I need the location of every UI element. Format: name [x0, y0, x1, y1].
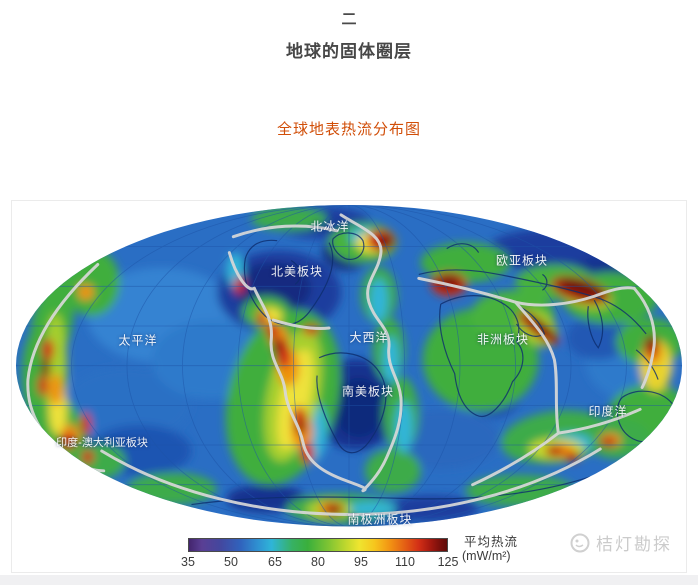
- colorbar-tick-95: 95: [354, 555, 368, 569]
- graticule: [15, 204, 683, 527]
- map-label-african-plate: 非洲板块: [476, 332, 530, 347]
- section-number: 二: [341, 11, 357, 28]
- colorbar-unit: (mW/m²): [462, 549, 511, 563]
- map-label-antarctic-plate: 南极洲板块: [347, 512, 413, 527]
- map-label-atlantic-ocean: 大西洋: [349, 330, 389, 345]
- colorbar-tick-50: 50: [224, 555, 238, 569]
- map-label-indo-australian-plate: 印度-澳大利亚板块: [56, 437, 148, 449]
- map-label-north-american-plate: 北美板块: [270, 264, 324, 279]
- heat-flow-colorbar: [188, 538, 448, 552]
- colorbar-tick-110: 110: [395, 555, 415, 569]
- map-label-pacific-ocean: 太平洋: [118, 333, 158, 348]
- world-heat-flow-map: [15, 204, 683, 527]
- watermark-text: 桔灯勘探: [596, 535, 672, 554]
- watermark: 桔灯勘探: [566, 530, 672, 555]
- figure-title: 全球地表热流分布图: [276, 121, 421, 138]
- colorbar-tick-65: 65: [268, 555, 282, 569]
- heat-flow-map-figure[interactable]: 北冰洋 北美板块 欧亚板块 太平洋 大西洋 非洲板块 南美板块 印度洋 印度-澳…: [11, 200, 687, 573]
- colorbar-title: 平均热流: [464, 535, 519, 549]
- section-title: 地球的固体圈层: [286, 42, 412, 61]
- heat-flow-field: [21, 206, 683, 524]
- map-label-eurasian-plate: 欧亚板块: [495, 253, 549, 268]
- map-label-indian-ocean: 印度洋: [588, 404, 628, 419]
- colorbar-tick-80: 80: [311, 555, 325, 569]
- colorbar-tick-35: 35: [181, 555, 195, 569]
- map-label-south-american-plate: 南美板块: [341, 384, 395, 399]
- page-footer-strip: [0, 575, 698, 585]
- map-label-arctic-ocean: 北冰洋: [310, 219, 350, 234]
- colorbar-tick-125: 125: [437, 555, 459, 569]
- coastlines: [191, 232, 676, 506]
- lantern-logo-icon: [570, 533, 590, 552]
